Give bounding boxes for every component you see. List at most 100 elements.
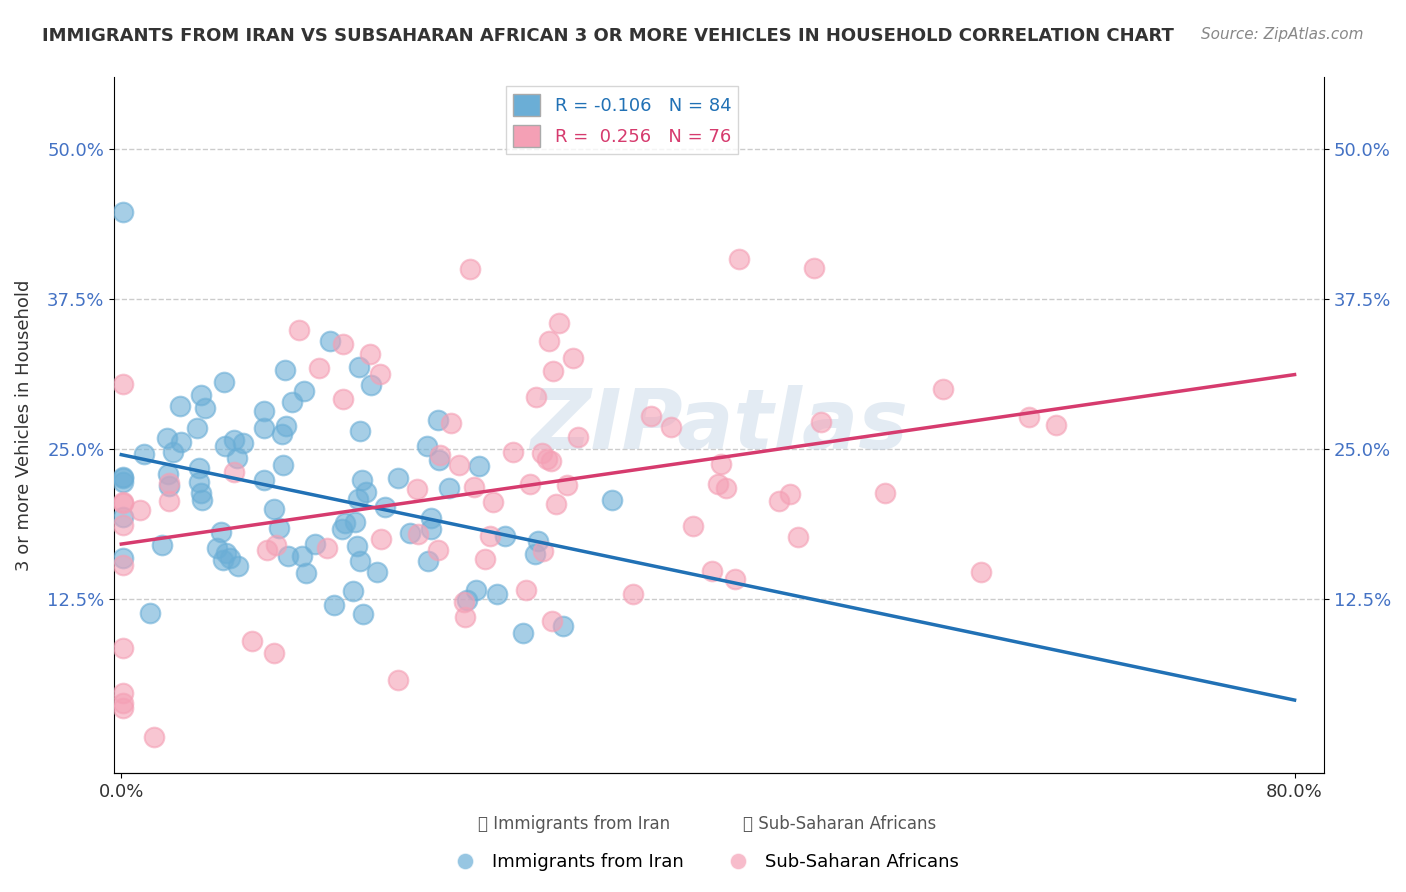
Point [111,471,134,485]
Point [111,509,134,524]
Point [294,566,316,581]
Point [786,530,808,544]
Point [374,500,396,515]
Point [350,473,373,487]
Point [540,614,562,628]
Point [139,606,162,620]
Point [406,526,429,541]
Point [621,587,644,601]
Point [724,572,747,586]
Point [527,534,550,549]
Point [547,316,569,330]
Point [779,486,801,500]
Point [399,526,422,541]
Point [271,427,294,442]
Text: Source: ZipAtlas.com: Source: ZipAtlas.com [1201,27,1364,42]
Point [190,388,212,402]
Point [727,252,749,266]
Point [256,542,278,557]
Point [427,543,450,558]
Point [111,204,134,219]
Point [419,511,441,525]
Point [465,582,488,597]
Point [343,515,366,529]
Point [342,584,364,599]
Point [211,552,233,566]
Point [406,483,429,497]
Point [368,367,391,381]
Point [427,453,450,467]
Point [502,445,524,459]
Point [546,497,568,511]
Point [291,549,314,564]
Point [810,415,832,429]
Point [111,558,134,573]
Point [157,494,180,508]
Point [553,618,575,632]
Point [640,409,662,424]
Point [440,416,463,430]
Point [332,337,354,351]
Point [519,476,541,491]
Point [264,538,287,552]
Point [315,541,337,556]
Point [449,458,471,473]
Point [240,633,263,648]
Point [224,465,246,479]
Point [226,451,249,466]
Point [531,543,554,558]
Point [111,475,134,490]
Point [932,382,955,396]
Point [150,538,173,552]
Point [555,478,578,492]
Point [111,518,134,533]
Point [190,485,212,500]
Point [209,524,232,539]
Point [970,565,993,579]
Point [453,595,475,609]
Point [707,477,730,491]
Point [281,395,304,409]
Point [205,541,228,555]
Point [429,448,451,462]
Point [186,421,208,435]
Point [562,351,585,365]
Point [439,481,461,495]
Text: IMMIGRANTS FROM IRAN VS SUBSAHARAN AFRICAN 3 OR MORE VEHICLES IN HOUSEHOLD CORRE: IMMIGRANTS FROM IRAN VS SUBSAHARAN AFRIC… [42,27,1174,45]
Point [515,583,537,598]
Point [875,486,897,500]
Point [526,390,548,404]
Point [416,439,439,453]
Y-axis label: 3 or more Vehicles in Household: 3 or more Vehicles in Household [15,279,32,571]
Point [426,413,449,427]
Point [253,473,276,487]
Point [111,551,134,566]
Point [1018,410,1040,425]
Point [486,587,509,601]
Text: ⬜ Immigrants from Iran: ⬜ Immigrants from Iran [478,815,669,833]
Point [111,640,134,655]
Point [349,424,371,438]
Point [132,447,155,461]
Point [330,522,353,536]
Point [111,470,134,484]
Point [194,401,217,415]
Point [190,493,212,508]
Point [304,537,326,551]
Point [523,547,546,561]
Point [538,334,561,348]
Point [468,458,491,473]
Point [263,646,285,660]
Point [156,431,179,445]
Point [157,475,180,490]
Point [214,439,236,453]
Point [530,445,553,459]
Point [456,593,478,607]
Point [768,494,790,508]
Point [420,522,443,536]
Point [354,485,377,500]
Point [111,685,134,699]
Point [512,626,534,640]
Point [454,609,477,624]
Point [142,730,165,744]
